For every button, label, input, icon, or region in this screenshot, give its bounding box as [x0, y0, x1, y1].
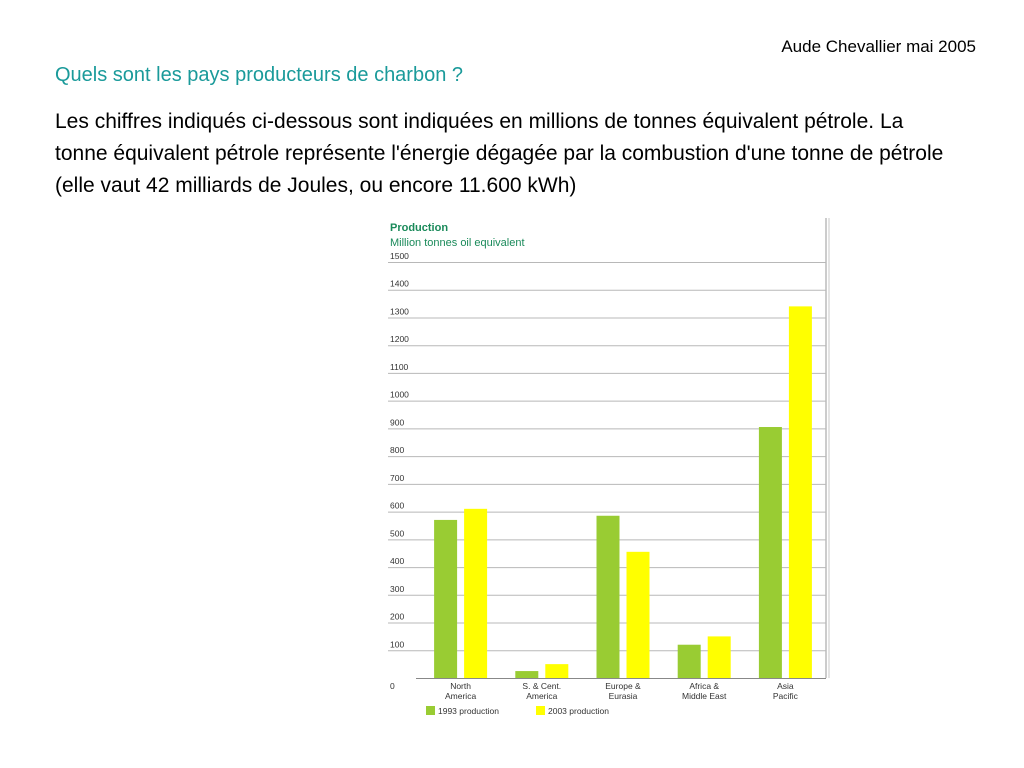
y-tick-label-900: 900: [390, 417, 404, 427]
x-tick-label-3-1: Middle East: [682, 691, 727, 701]
bar-2003-production-3: [707, 636, 731, 678]
legend-swatch-1: [536, 706, 545, 715]
production-chart-svg: Production Million tonnes oil equivalent…: [388, 218, 830, 716]
y-tick-label-400: 400: [390, 556, 404, 566]
chart-title: Production: [390, 222, 448, 234]
bar-1993-production-3: [677, 644, 701, 678]
y-tick-label-800: 800: [390, 445, 404, 455]
y-tick-label-1000: 1000: [390, 390, 409, 400]
x-tick-label-2-1: Eurasia: [609, 691, 638, 701]
y-tick-label-1500: 1500: [390, 251, 409, 261]
bar-2003-production-0: [464, 508, 488, 678]
intro-paragraph: Les chiffres indiqués ci-dessous sont in…: [55, 110, 944, 197]
y-tick-label-1200: 1200: [390, 334, 409, 344]
y-tick-label-1100: 1100: [390, 362, 409, 372]
x-tick-label-0-1: America: [445, 691, 476, 701]
x-tick-label-3-0: Africa &: [689, 681, 719, 691]
x-tick-label-1-1: America: [526, 691, 557, 701]
x-tick-label-0-0: North: [450, 681, 471, 691]
bar-1993-production-4: [758, 427, 782, 678]
y-tick-label-200: 200: [390, 612, 404, 622]
x-tick-label-2-0: Europe &: [605, 681, 641, 691]
bar-1993-production-2: [596, 515, 620, 678]
bar-2003-production-2: [626, 551, 650, 678]
y-tick-label-500: 500: [390, 528, 404, 538]
y-tick-label-600: 600: [390, 501, 404, 511]
slide-heading: Quels sont les pays producteurs de charb…: [55, 64, 464, 86]
bar-2003-production-4: [788, 306, 812, 678]
x-tick-label-4-0: Asia: [777, 681, 794, 691]
y-tick-label-700: 700: [390, 473, 404, 483]
y-tick-label-1400: 1400: [390, 279, 409, 289]
legend-label-0: 1993 production: [438, 706, 499, 716]
y-tick-label-0: 0: [390, 681, 395, 691]
production-chart: Production Million tonnes oil equivalent…: [386, 216, 832, 728]
y-tick-label-1300: 1300: [390, 306, 409, 316]
x-tick-label-1-0: S. & Cent.: [522, 681, 561, 691]
author-note: Aude Chevallier mai 2005: [781, 37, 976, 56]
legend-swatch-0: [426, 706, 435, 715]
y-tick-label-100: 100: [390, 639, 404, 649]
bar-1993-production-1: [515, 671, 539, 678]
x-tick-label-4-1: Pacific: [773, 691, 799, 701]
bar-1993-production-0: [434, 519, 458, 678]
chart-subtitle: Million tonnes oil equivalent: [390, 237, 525, 249]
y-tick-label-300: 300: [390, 584, 404, 594]
bar-2003-production-1: [545, 664, 569, 678]
legend-label-1: 2003 production: [548, 706, 609, 716]
